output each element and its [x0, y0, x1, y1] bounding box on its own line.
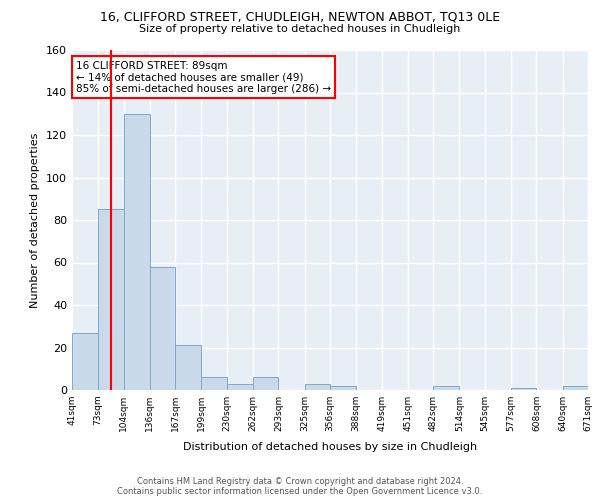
Bar [175, 346, 202, 390]
Text: 16 CLIFFORD STREET: 89sqm
← 14% of detached houses are smaller (49)
85% of semi-: 16 CLIFFORD STREET: 89sqm ← 14% of detac… [76, 60, 331, 94]
Text: Contains HM Land Registry data © Crown copyright and database right 2024.
Contai: Contains HM Land Registry data © Crown c… [118, 476, 482, 496]
Y-axis label: Number of detached properties: Number of detached properties [31, 132, 40, 308]
Bar [124, 114, 150, 390]
Bar [253, 377, 278, 390]
Bar [150, 267, 175, 390]
Text: Size of property relative to detached houses in Chudleigh: Size of property relative to detached ho… [139, 24, 461, 34]
Bar [227, 384, 253, 390]
Bar [305, 384, 330, 390]
Bar [330, 386, 356, 390]
Bar [433, 386, 460, 390]
Bar [98, 210, 124, 390]
Text: Distribution of detached houses by size in Chudleigh: Distribution of detached houses by size … [183, 442, 477, 452]
Bar [511, 388, 536, 390]
Text: 16, CLIFFORD STREET, CHUDLEIGH, NEWTON ABBOT, TQ13 0LE: 16, CLIFFORD STREET, CHUDLEIGH, NEWTON A… [100, 11, 500, 24]
Bar [202, 377, 227, 390]
Bar [72, 332, 98, 390]
Bar [563, 386, 588, 390]
